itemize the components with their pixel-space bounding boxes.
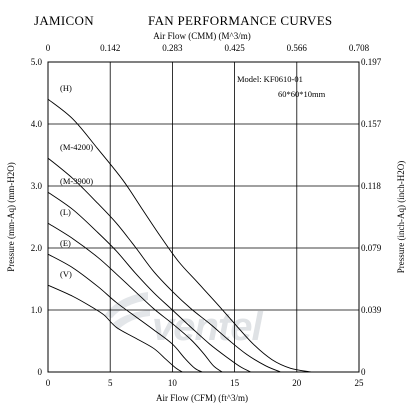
model-annotation: Model: KF0610-01	[237, 74, 303, 84]
series-line-l	[47, 222, 223, 373]
x-axis-label-top: Air Flow (CMM) (M^3/m)	[153, 31, 250, 41]
series-label-h: (H)	[60, 83, 72, 93]
y-tick-label-left: 4.0	[31, 119, 43, 129]
y-tick-label-right: 0.079	[361, 243, 382, 253]
x-tick-label-bottom: 25	[355, 378, 365, 388]
y-tick-label-right: 0	[361, 367, 366, 377]
series-line-m-4200	[47, 157, 281, 373]
x-tick-label-top: 0.708	[349, 43, 370, 53]
series-label-v: (V)	[60, 269, 72, 279]
x-tick-label-bottom: 15	[230, 378, 240, 388]
y-axis-label-left: Pressure (mm-Aq) (mm-H2O)	[6, 162, 16, 271]
series-label-e: (E)	[60, 238, 71, 248]
plot-frame	[47, 61, 360, 373]
size-annotation: 60*60*10mm	[278, 89, 326, 99]
y-tick-label-right: 0.157	[361, 119, 382, 129]
series-line-e	[47, 253, 203, 373]
x-tick-label-bottom: 20	[292, 378, 302, 388]
plot-area: 0 5 10 15 20 250 0.142 0.283 0.425 0.566 0.70801.0…	[31, 43, 382, 388]
series-line-h	[47, 98, 312, 373]
x-tick-label-top: 0.566	[287, 43, 308, 53]
watermark-logo: ventel	[104, 292, 264, 349]
y-tick-label-left: 0	[38, 367, 43, 377]
brand-title: JAMICON	[34, 13, 94, 28]
x-tick-label-top: 0.142	[100, 43, 120, 53]
series-label-l: (L)	[60, 207, 71, 217]
x-tick-label-top: 0	[46, 43, 51, 53]
y-tick-label-left: 1.0	[31, 305, 43, 315]
chart-title: FAN PERFORMANCE CURVES	[148, 13, 332, 28]
series-line-v	[47, 284, 183, 373]
series-label-m-3900: (M-3900)	[60, 176, 93, 186]
x-tick-label-bottom: 0	[46, 378, 51, 388]
y-tick-label-right: 0.197	[361, 57, 382, 67]
y-tick-label-left: 3.0	[31, 181, 43, 191]
x-tick-label-top: 0.425	[224, 43, 245, 53]
x-tick-label-bottom: 5	[108, 378, 113, 388]
y-tick-label-right: 0.118	[361, 181, 381, 191]
series-label-m-4200: (M-4200)	[60, 142, 93, 152]
y-tick-label-left: 5.0	[31, 57, 43, 67]
y-tick-label-right: 0.039	[361, 305, 382, 315]
x-tick-label-bottom: 10	[168, 378, 178, 388]
x-tick-label-top: 0.283	[162, 43, 183, 53]
x-axis-label-bottom: Air Flow (CFM) (ft^3/m)	[156, 393, 248, 403]
y-axis-label-right: Pressure (inch-Aq) (inch-H2O)	[396, 161, 406, 273]
svg-text:ventel: ventel	[152, 305, 263, 349]
y-tick-label-left: 2.0	[31, 243, 43, 253]
series-line-m-3900	[47, 191, 251, 373]
